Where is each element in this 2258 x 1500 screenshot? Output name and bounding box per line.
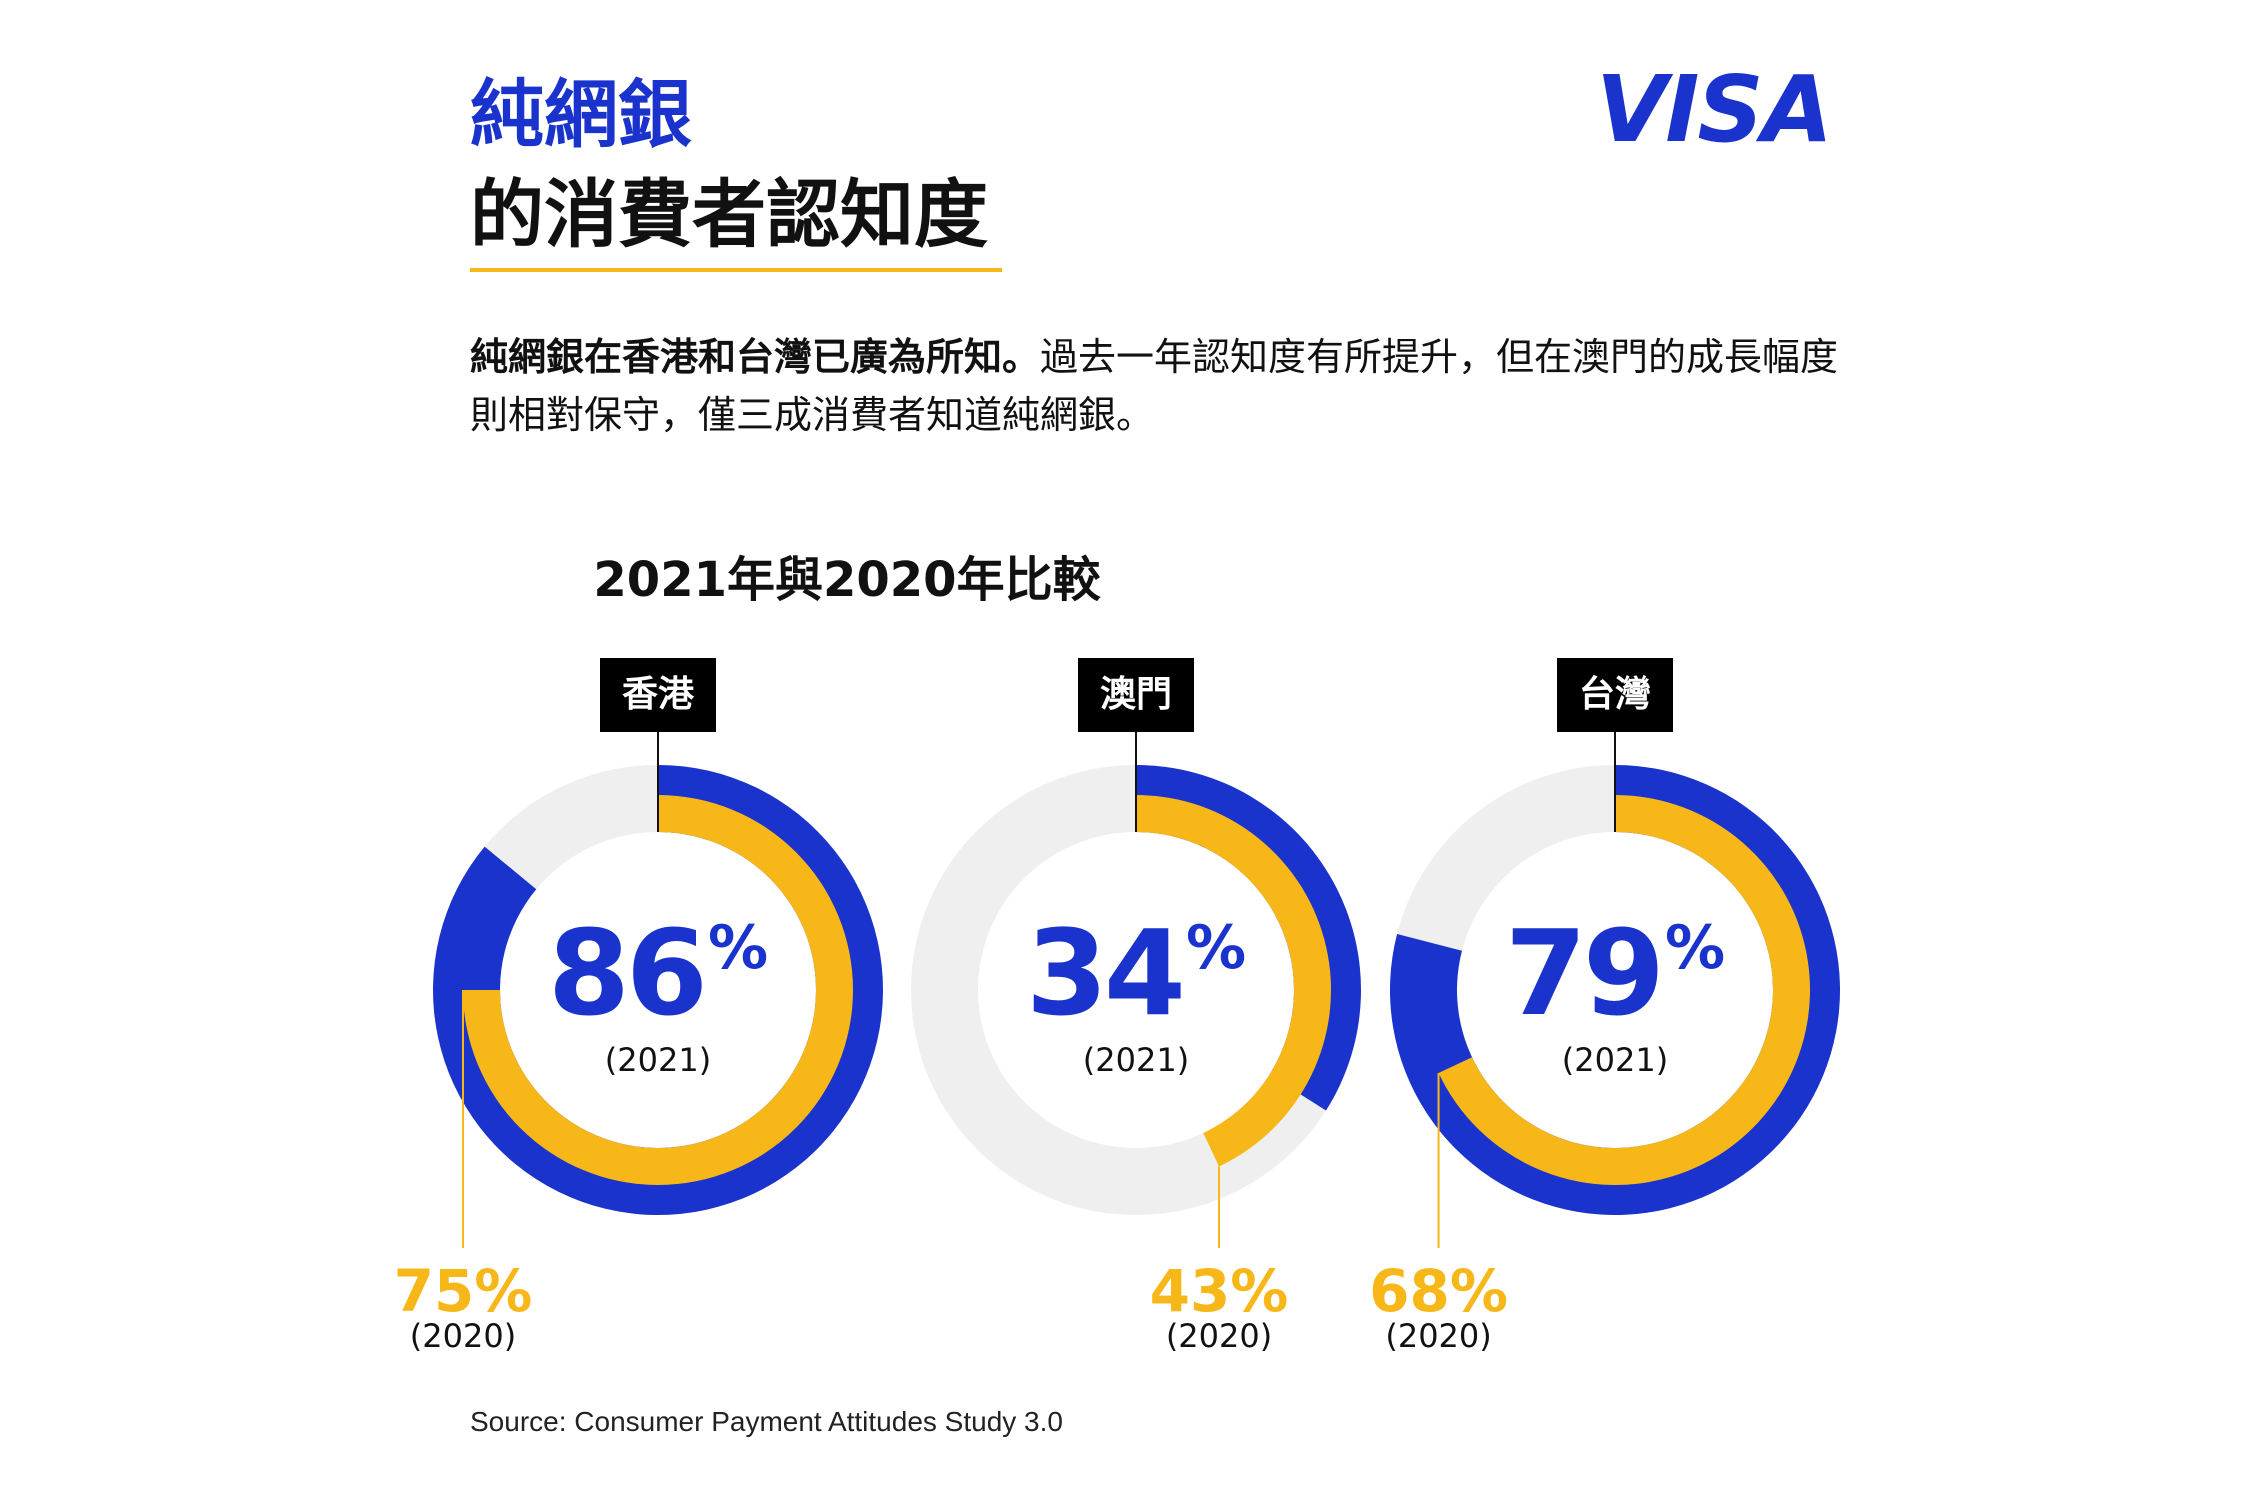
- value-2021: 86%: [478, 914, 838, 1032]
- value-2021: 34%: [956, 914, 1316, 1032]
- visa-logo: VISA: [1596, 56, 1833, 163]
- value-2020: 68%: [1369, 1257, 1508, 1325]
- intro-lead: 純網銀在香港和台灣已廣為所知。: [470, 335, 1041, 379]
- value-2021: 79%: [1435, 914, 1795, 1032]
- region-label: 香港: [600, 658, 716, 732]
- year-label-2020: (2020): [1385, 1317, 1492, 1355]
- region-label: 澳門: [1078, 658, 1194, 732]
- source-note: Source: Consumer Payment Attitudes Study…: [470, 1406, 1063, 1437]
- percent-sign: %: [1665, 913, 1726, 983]
- percent-sign: %: [708, 913, 769, 983]
- page-title-line1: 純網銀: [470, 72, 692, 158]
- year-label-2021: (2021): [604, 1041, 712, 1079]
- year-label-2020: (2020): [1165, 1317, 1273, 1355]
- region-label: 台灣: [1557, 658, 1673, 732]
- value-2021-number: 79: [1504, 904, 1665, 1042]
- intro-text: 純網銀在香港和台灣已廣為所知。過去一年認知度有所提升，但在澳門的成長幅度則相對保…: [470, 328, 1870, 444]
- arc-2020: [1136, 795, 1332, 1167]
- value-2021-number: 34: [1025, 904, 1186, 1042]
- chart-title: 2021年與2020年比較: [593, 552, 1101, 608]
- intro-rest: 過去一年認知度有所提升，但在澳門的成長幅度則相對保守，僅三成消費者知道純網銀。: [470, 335, 1839, 437]
- year-label-2020: (2020): [409, 1317, 517, 1355]
- value-2020: 75%: [393, 1257, 533, 1325]
- year-label-2021: (2021): [1082, 1041, 1190, 1079]
- value-2020: 43%: [1149, 1257, 1289, 1325]
- value-2021-number: 86: [547, 904, 708, 1042]
- title-underline: [470, 268, 1002, 272]
- percent-sign: %: [1186, 913, 1247, 983]
- year-label-2021: (2021): [1561, 1041, 1669, 1079]
- page-title-line2: 的消費者認知度: [470, 172, 988, 258]
